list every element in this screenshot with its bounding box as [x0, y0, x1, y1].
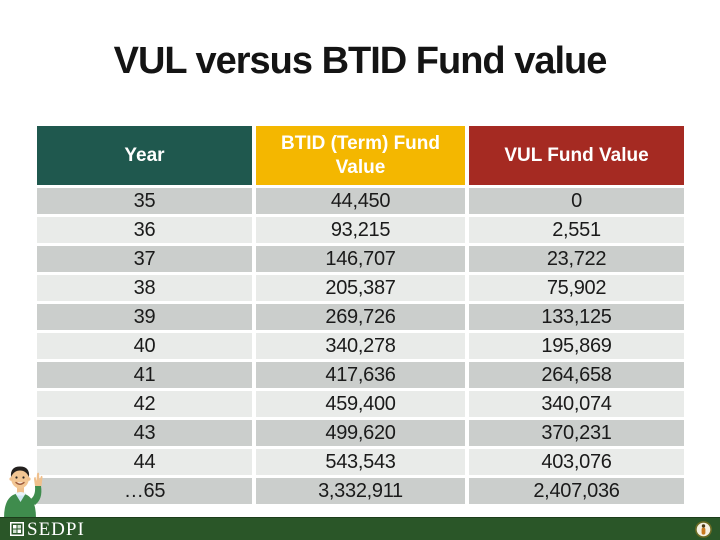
cell-year: 38: [37, 275, 252, 301]
footer-emblem-icon: [695, 520, 712, 538]
cell-year: 36: [37, 217, 252, 243]
cell-btid: 44,450: [256, 188, 465, 214]
column-header-year: Year: [37, 126, 252, 185]
cell-year: 43: [37, 420, 252, 446]
cell-vul: 23,722: [469, 246, 684, 272]
sedpi-brand: SEDPI: [10, 520, 85, 539]
cell-vul: 195,869: [469, 333, 684, 359]
cell-btid: 146,707: [256, 246, 465, 272]
cell-btid: 269,726: [256, 304, 465, 330]
cell-year: 42: [37, 391, 252, 417]
cell-year: 39: [37, 304, 252, 330]
cell-vul: 133,125: [469, 304, 684, 330]
cell-vul: 2,551: [469, 217, 684, 243]
sedpi-logo-icon: [10, 522, 24, 536]
column-header-vul-fund-value: VUL Fund Value: [469, 126, 684, 185]
cell-btid: 459,400: [256, 391, 465, 417]
cell-vul: 403,076: [469, 449, 684, 475]
cell-vul: 2,407,036: [469, 478, 684, 504]
fund-value-table: Year BTID (Term) Fund Value VUL Fund Val…: [37, 126, 684, 504]
cell-vul: 340,074: [469, 391, 684, 417]
cell-year: …65: [37, 478, 252, 504]
cell-btid: 499,620: [256, 420, 465, 446]
cell-btid: 340,278: [256, 333, 465, 359]
cell-btid: 543,543: [256, 449, 465, 475]
column-header-btid-fund-value: BTID (Term) Fund Value: [256, 126, 465, 185]
footer-bar: SEDPI: [0, 517, 720, 540]
cell-year: 40: [37, 333, 252, 359]
cell-vul: 75,902: [469, 275, 684, 301]
sedpi-logo-text: SEDPI: [27, 518, 85, 540]
cell-year: 41: [37, 362, 252, 388]
cell-year: 35: [37, 188, 252, 214]
page-title: VUL versus BTID Fund value: [113, 40, 608, 82]
cell-year: 44: [37, 449, 252, 475]
cell-btid: 417,636: [256, 362, 465, 388]
cell-vul: 370,231: [469, 420, 684, 446]
cell-vul: 0: [469, 188, 684, 214]
presenter-character-illustration: [4, 466, 43, 518]
cell-year: 37: [37, 246, 252, 272]
cell-btid: 3,332,911: [256, 478, 465, 504]
cell-btid: 205,387: [256, 275, 465, 301]
cell-vul: 264,658: [469, 362, 684, 388]
cell-btid: 93,215: [256, 217, 465, 243]
